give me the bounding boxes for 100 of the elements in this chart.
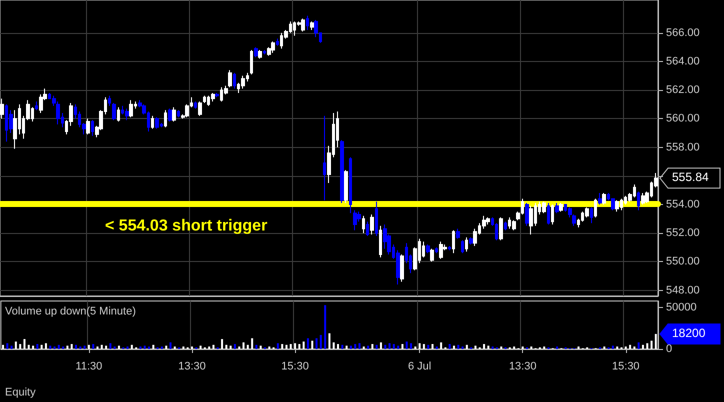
candlestick xyxy=(366,221,369,236)
bar xyxy=(302,342,305,349)
candlestick xyxy=(456,228,460,240)
bar xyxy=(320,334,322,349)
bar xyxy=(290,344,292,349)
candlestick xyxy=(353,210,357,231)
bar xyxy=(105,346,108,349)
bar xyxy=(2,344,4,349)
bar xyxy=(358,343,360,349)
bar xyxy=(100,344,103,349)
bar xyxy=(422,344,425,349)
candlestick xyxy=(439,241,443,260)
candlestick xyxy=(452,230,455,254)
candlestick xyxy=(194,101,197,110)
bar xyxy=(212,344,214,349)
candlestick xyxy=(0,98,4,120)
bar xyxy=(200,346,202,349)
candlestick xyxy=(164,110,167,128)
ref-line-label: < 554.03 short trigger xyxy=(105,218,268,235)
candlestick xyxy=(486,216,490,225)
candlestick xyxy=(555,202,559,214)
bar xyxy=(40,344,43,349)
y-tick-label: 566.00 xyxy=(666,26,700,39)
candlestick xyxy=(615,200,619,212)
candlestick xyxy=(271,40,275,54)
candlestick xyxy=(344,170,348,204)
candlestick xyxy=(241,75,245,90)
bar xyxy=(367,346,370,349)
bar xyxy=(49,346,52,349)
bar xyxy=(170,342,172,349)
candlestick xyxy=(198,101,202,116)
bar xyxy=(384,344,386,349)
bar xyxy=(251,338,254,349)
candlestick xyxy=(469,236,473,246)
candlestick xyxy=(310,20,314,31)
bar xyxy=(612,346,614,349)
candlestick xyxy=(306,15,309,31)
bar xyxy=(376,344,378,349)
bar xyxy=(316,338,318,349)
bar xyxy=(32,346,34,349)
bar xyxy=(650,340,653,349)
bar xyxy=(19,344,22,349)
bar xyxy=(341,344,344,349)
bar xyxy=(418,343,421,349)
chart-title: Volume up down(5 Minute) xyxy=(5,306,136,318)
bar xyxy=(410,343,412,349)
candlestick xyxy=(177,110,180,118)
candlestick xyxy=(435,246,438,254)
bar xyxy=(242,342,245,349)
candlestick xyxy=(542,201,546,214)
candlestick xyxy=(86,118,90,135)
candlestick xyxy=(112,102,116,121)
candlestick xyxy=(117,106,120,122)
text: 555.84 xyxy=(672,170,710,184)
bar xyxy=(306,338,309,349)
bar xyxy=(337,344,340,349)
bar xyxy=(58,344,60,349)
bar xyxy=(36,344,38,349)
candlestick xyxy=(203,95,206,104)
candlestick xyxy=(125,108,129,121)
x-tick-label: 15:30 xyxy=(281,360,309,372)
candlestick xyxy=(340,140,344,204)
bar xyxy=(324,305,326,349)
bar xyxy=(92,344,94,349)
candlestick xyxy=(379,225,382,258)
candlestick xyxy=(301,18,305,32)
x-tick-label: 13:30 xyxy=(508,360,536,372)
bar xyxy=(165,346,168,349)
y-tick-label: 550.00 xyxy=(666,256,700,268)
bar xyxy=(440,342,442,349)
candlestick xyxy=(448,245,451,251)
bar xyxy=(70,344,73,349)
candlestick xyxy=(215,92,219,98)
candlestick xyxy=(233,72,236,90)
bar xyxy=(221,339,224,349)
candlestick xyxy=(637,191,640,211)
bar xyxy=(371,344,374,349)
candlestick xyxy=(559,202,563,212)
bar xyxy=(255,344,258,349)
x-tick-label: 6 Jul xyxy=(408,360,432,372)
bar xyxy=(452,346,455,349)
candlestick xyxy=(641,192,645,205)
bar xyxy=(654,334,657,349)
bar xyxy=(260,346,262,349)
bar xyxy=(388,343,391,349)
bar xyxy=(457,344,460,349)
candlestick xyxy=(590,206,593,224)
bar xyxy=(276,343,279,349)
bar xyxy=(406,342,408,349)
bar xyxy=(44,343,47,349)
bar xyxy=(118,346,120,349)
candlestick xyxy=(525,202,529,226)
bar xyxy=(397,346,400,349)
y-tick-label: 558.00 xyxy=(666,141,700,154)
bar xyxy=(346,346,348,349)
bar xyxy=(448,344,451,349)
candlestick xyxy=(598,192,602,205)
candlestick xyxy=(276,38,279,46)
candlestick xyxy=(258,50,262,60)
bar xyxy=(474,346,476,349)
